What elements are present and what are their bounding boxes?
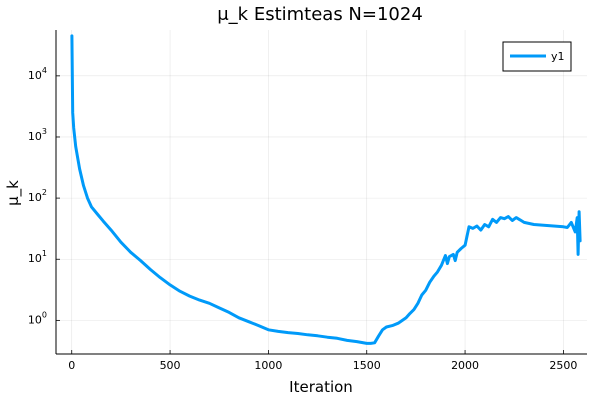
y-tick-label: 101 (28, 249, 47, 265)
legend: y1 (502, 41, 572, 72)
y-axis-label: μ_k (4, 180, 23, 206)
y-tick-exponent: 4 (42, 66, 47, 75)
legend-label: y1 (551, 50, 565, 63)
series-layer (70, 34, 582, 345)
y-tick-base: 10 (28, 191, 42, 204)
y-tick-base: 10 (28, 313, 42, 326)
grid (56, 30, 587, 354)
x-tick-label: 2000 (451, 359, 479, 372)
x-tick-label: 1000 (254, 359, 282, 372)
y-tick-exponent: 1 (42, 249, 47, 258)
y-tick-label: 102 (28, 188, 47, 204)
y-tick-exponent: 2 (42, 188, 47, 197)
axes (55, 30, 587, 355)
y-tick-base: 10 (28, 252, 42, 265)
series-line (70, 34, 582, 345)
y-tick-label: 100 (28, 310, 47, 326)
x-tick-label: 0 (68, 359, 75, 372)
y-tick-base: 10 (28, 69, 42, 82)
y-tick-base: 10 (28, 130, 42, 143)
y-tick-label: 104 (28, 66, 47, 82)
y-tick-label: 103 (28, 127, 47, 143)
x-tick-label: 1500 (353, 359, 381, 372)
x-axis-label: Iteration (289, 378, 353, 396)
y-tick-exponent: 0 (42, 310, 47, 319)
x-tick-label: 2500 (549, 359, 577, 372)
chart-title: μ_k Estimteas N=1024 (217, 4, 423, 25)
x-tick-label: 500 (160, 359, 181, 372)
y-tick-exponent: 3 (42, 127, 47, 136)
